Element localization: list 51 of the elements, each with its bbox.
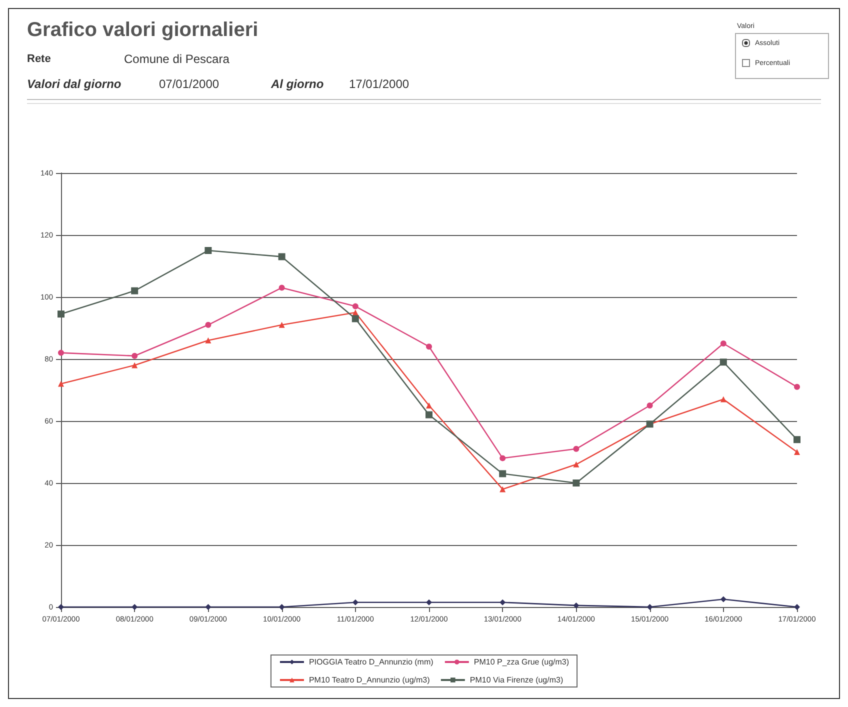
legend-label: PM10 Teatro D_Annunzio (ug/m3)	[308, 676, 430, 684]
point	[794, 436, 800, 444]
point	[58, 310, 64, 318]
point	[352, 599, 358, 606]
point	[500, 599, 506, 606]
point	[426, 599, 432, 606]
point	[205, 604, 212, 610]
point	[132, 362, 138, 368]
point	[572, 480, 580, 486]
legend-label: PM10 P_zza Grue (ug/m3)	[474, 658, 570, 666]
point	[500, 486, 506, 492]
point	[278, 322, 285, 328]
point	[58, 604, 64, 610]
point	[58, 380, 64, 387]
point	[499, 470, 506, 478]
point	[426, 344, 432, 350]
point	[720, 358, 727, 366]
point	[720, 596, 726, 602]
point	[500, 455, 506, 462]
point	[646, 402, 653, 408]
text: Valori dal giorno	[27, 77, 122, 91]
point	[352, 303, 358, 310]
point	[205, 322, 212, 328]
chart-title: Grafico valori giornalieri	[27, 19, 258, 42]
point	[204, 247, 212, 254]
text: Al giorno	[271, 77, 324, 91]
point	[132, 352, 138, 359]
point	[646, 604, 653, 610]
point	[205, 337, 212, 344]
point	[573, 602, 580, 608]
point	[426, 411, 432, 418]
point	[278, 253, 286, 260]
point	[794, 384, 800, 390]
point	[58, 350, 64, 356]
text: Rete	[27, 53, 51, 65]
point	[720, 340, 726, 346]
point	[131, 287, 138, 294]
point	[573, 461, 580, 468]
point	[278, 284, 285, 291]
point	[426, 402, 432, 408]
point	[720, 396, 726, 402]
text: 07/01/2000	[159, 77, 220, 91]
legend-label: PIOGGIA Teatro D_Annunzio (mm)	[308, 658, 434, 666]
legend-label: PM10 Via Firenze (ug/m3)	[470, 676, 564, 684]
point	[794, 604, 800, 610]
point	[794, 449, 800, 455]
point	[573, 446, 580, 452]
text: 17/01/2000	[349, 77, 410, 91]
text: Comune di Pescara	[124, 52, 230, 66]
point	[352, 315, 359, 322]
point	[278, 604, 285, 610]
